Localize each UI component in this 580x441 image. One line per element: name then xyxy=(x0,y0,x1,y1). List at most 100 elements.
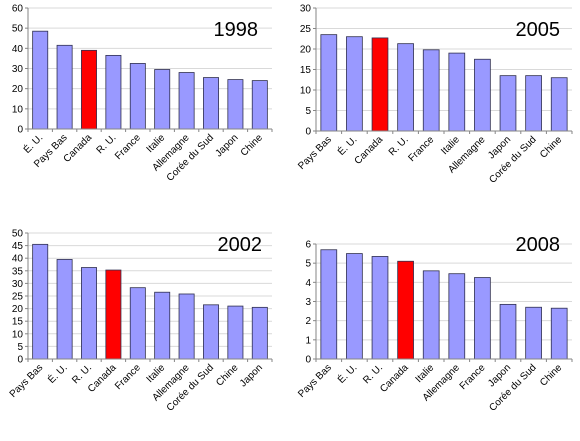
y-tick-label: 20 xyxy=(12,84,24,95)
bar-allemagne xyxy=(178,72,195,130)
bar-allemagne xyxy=(474,58,491,132)
y-tick-label: 15 xyxy=(300,65,312,76)
y-tick-label: 50 xyxy=(12,24,24,35)
y-tick-label: 5 xyxy=(305,259,311,270)
y-tick-label: 0 xyxy=(305,127,311,138)
x-tick-label: É. U. xyxy=(45,361,70,386)
x-tick-label: Chine xyxy=(214,362,241,389)
y-tick-label: 30 xyxy=(12,279,24,290)
bar-france xyxy=(474,277,491,360)
bar-japon xyxy=(227,79,244,130)
bar-coree-du-sud xyxy=(525,75,542,132)
x-tick-label: Canada xyxy=(378,362,411,395)
bar-italie xyxy=(154,69,171,130)
bar-coree-du-sud xyxy=(525,306,542,360)
x-tick-label: Italie xyxy=(439,134,462,157)
x-tick-label: France xyxy=(113,362,143,392)
y-tick-label: 35 xyxy=(12,266,24,277)
y-tick-label: 15 xyxy=(12,317,24,328)
y-tick-label: 6 xyxy=(305,240,311,251)
x-tick-label: É. U. xyxy=(335,133,360,158)
y-tick-label: 20 xyxy=(12,304,24,315)
y-tick-label: 40 xyxy=(12,254,24,265)
x-tick-label: Italie xyxy=(414,362,437,385)
x-tick-label: Chine xyxy=(538,134,565,161)
bar-japon xyxy=(499,75,517,132)
y-tick-label: 40 xyxy=(12,44,24,55)
bar-pays-bas xyxy=(56,44,73,130)
x-tick-label: Canada xyxy=(353,134,386,167)
bar-coree-du-sud xyxy=(203,77,219,130)
bar-japon xyxy=(251,306,268,360)
bar-e-u xyxy=(346,36,363,132)
bar-pays-bas xyxy=(320,249,338,360)
bar-canada xyxy=(371,37,389,132)
bar-italie xyxy=(154,291,171,360)
bar-chine xyxy=(251,80,268,130)
x-tick-label: France xyxy=(113,132,143,162)
y-tick-label: 45 xyxy=(12,241,24,252)
y-tick-label: 2 xyxy=(305,316,311,327)
bar-france xyxy=(129,287,146,360)
x-tick-label: Pays Bas xyxy=(8,362,46,400)
x-tick-label: Chine xyxy=(538,362,565,389)
chart-title: 1998 xyxy=(214,19,259,41)
bar-chine xyxy=(227,305,244,360)
bar-italie xyxy=(448,52,466,132)
bar-france xyxy=(129,63,146,130)
bar-pays-bas xyxy=(32,243,49,360)
bar-canada xyxy=(105,269,122,360)
y-tick-label: 60 xyxy=(12,4,24,15)
y-tick-label: 10 xyxy=(12,329,24,340)
y-tick-label: 4 xyxy=(305,278,311,289)
chart-title: 2008 xyxy=(516,234,561,256)
bar-e-u xyxy=(56,259,73,360)
y-tick-label: 5 xyxy=(305,106,311,117)
x-tick-label: Japon xyxy=(238,362,265,389)
bar-france xyxy=(422,49,440,132)
bar-canada xyxy=(81,49,97,130)
y-tick-label: 1 xyxy=(305,335,311,346)
bar-pays-bas xyxy=(320,34,338,132)
y-tick-label: 10 xyxy=(300,86,312,97)
bar-r-u xyxy=(371,256,389,360)
y-tick-label: 5 xyxy=(17,342,23,353)
bar-r-u xyxy=(81,267,97,360)
bar-e-u xyxy=(32,30,49,130)
y-tick-label: 0 xyxy=(305,355,311,366)
y-tick-label: 30 xyxy=(12,64,24,75)
bar-japon xyxy=(499,303,517,360)
x-tick-label: Pays Bas xyxy=(296,362,334,400)
bar-italie xyxy=(422,270,440,360)
y-tick-label: 30 xyxy=(300,4,312,15)
x-tick-label: É. U. xyxy=(335,361,360,386)
y-tick-label: 50 xyxy=(12,229,24,240)
y-tick-label: 0 xyxy=(17,355,23,366)
x-tick-label: France xyxy=(458,362,488,392)
chart-title: 2002 xyxy=(218,234,263,256)
y-tick-label: 20 xyxy=(300,45,312,56)
bar-e-u xyxy=(346,253,363,360)
x-tick-label: Pays Bas xyxy=(296,134,334,172)
y-tick-label: 0 xyxy=(17,125,23,136)
bar-allemagne xyxy=(178,293,195,360)
y-tick-label: 25 xyxy=(12,292,24,303)
bar-r-u xyxy=(105,54,122,130)
bar-r-u xyxy=(397,43,414,132)
bar-chine xyxy=(550,307,568,360)
y-tick-label: 3 xyxy=(305,297,311,308)
bar-chine xyxy=(550,77,568,132)
y-tick-label: 10 xyxy=(12,104,24,115)
x-tick-label: Japon xyxy=(213,132,240,159)
bar-canada xyxy=(397,260,414,360)
x-tick-label: Chine xyxy=(239,132,266,159)
bar-allemagne xyxy=(448,273,466,360)
chart-title: 2005 xyxy=(516,19,561,41)
bar-coree-du-sud xyxy=(203,304,219,360)
x-tick-label: France xyxy=(407,134,437,164)
